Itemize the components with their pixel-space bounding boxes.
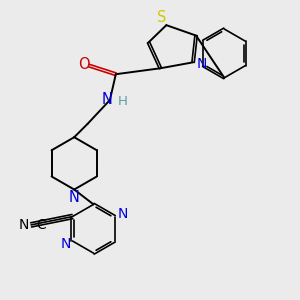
Text: N: N [196,57,207,71]
Text: N: N [19,218,29,232]
Text: O: O [78,57,89,72]
Text: H: H [118,95,128,108]
Text: C: C [37,218,46,232]
Text: N: N [61,237,71,251]
Text: N: N [68,190,79,206]
Text: N: N [118,207,128,221]
Text: S: S [157,10,167,25]
Text: N: N [101,92,112,107]
